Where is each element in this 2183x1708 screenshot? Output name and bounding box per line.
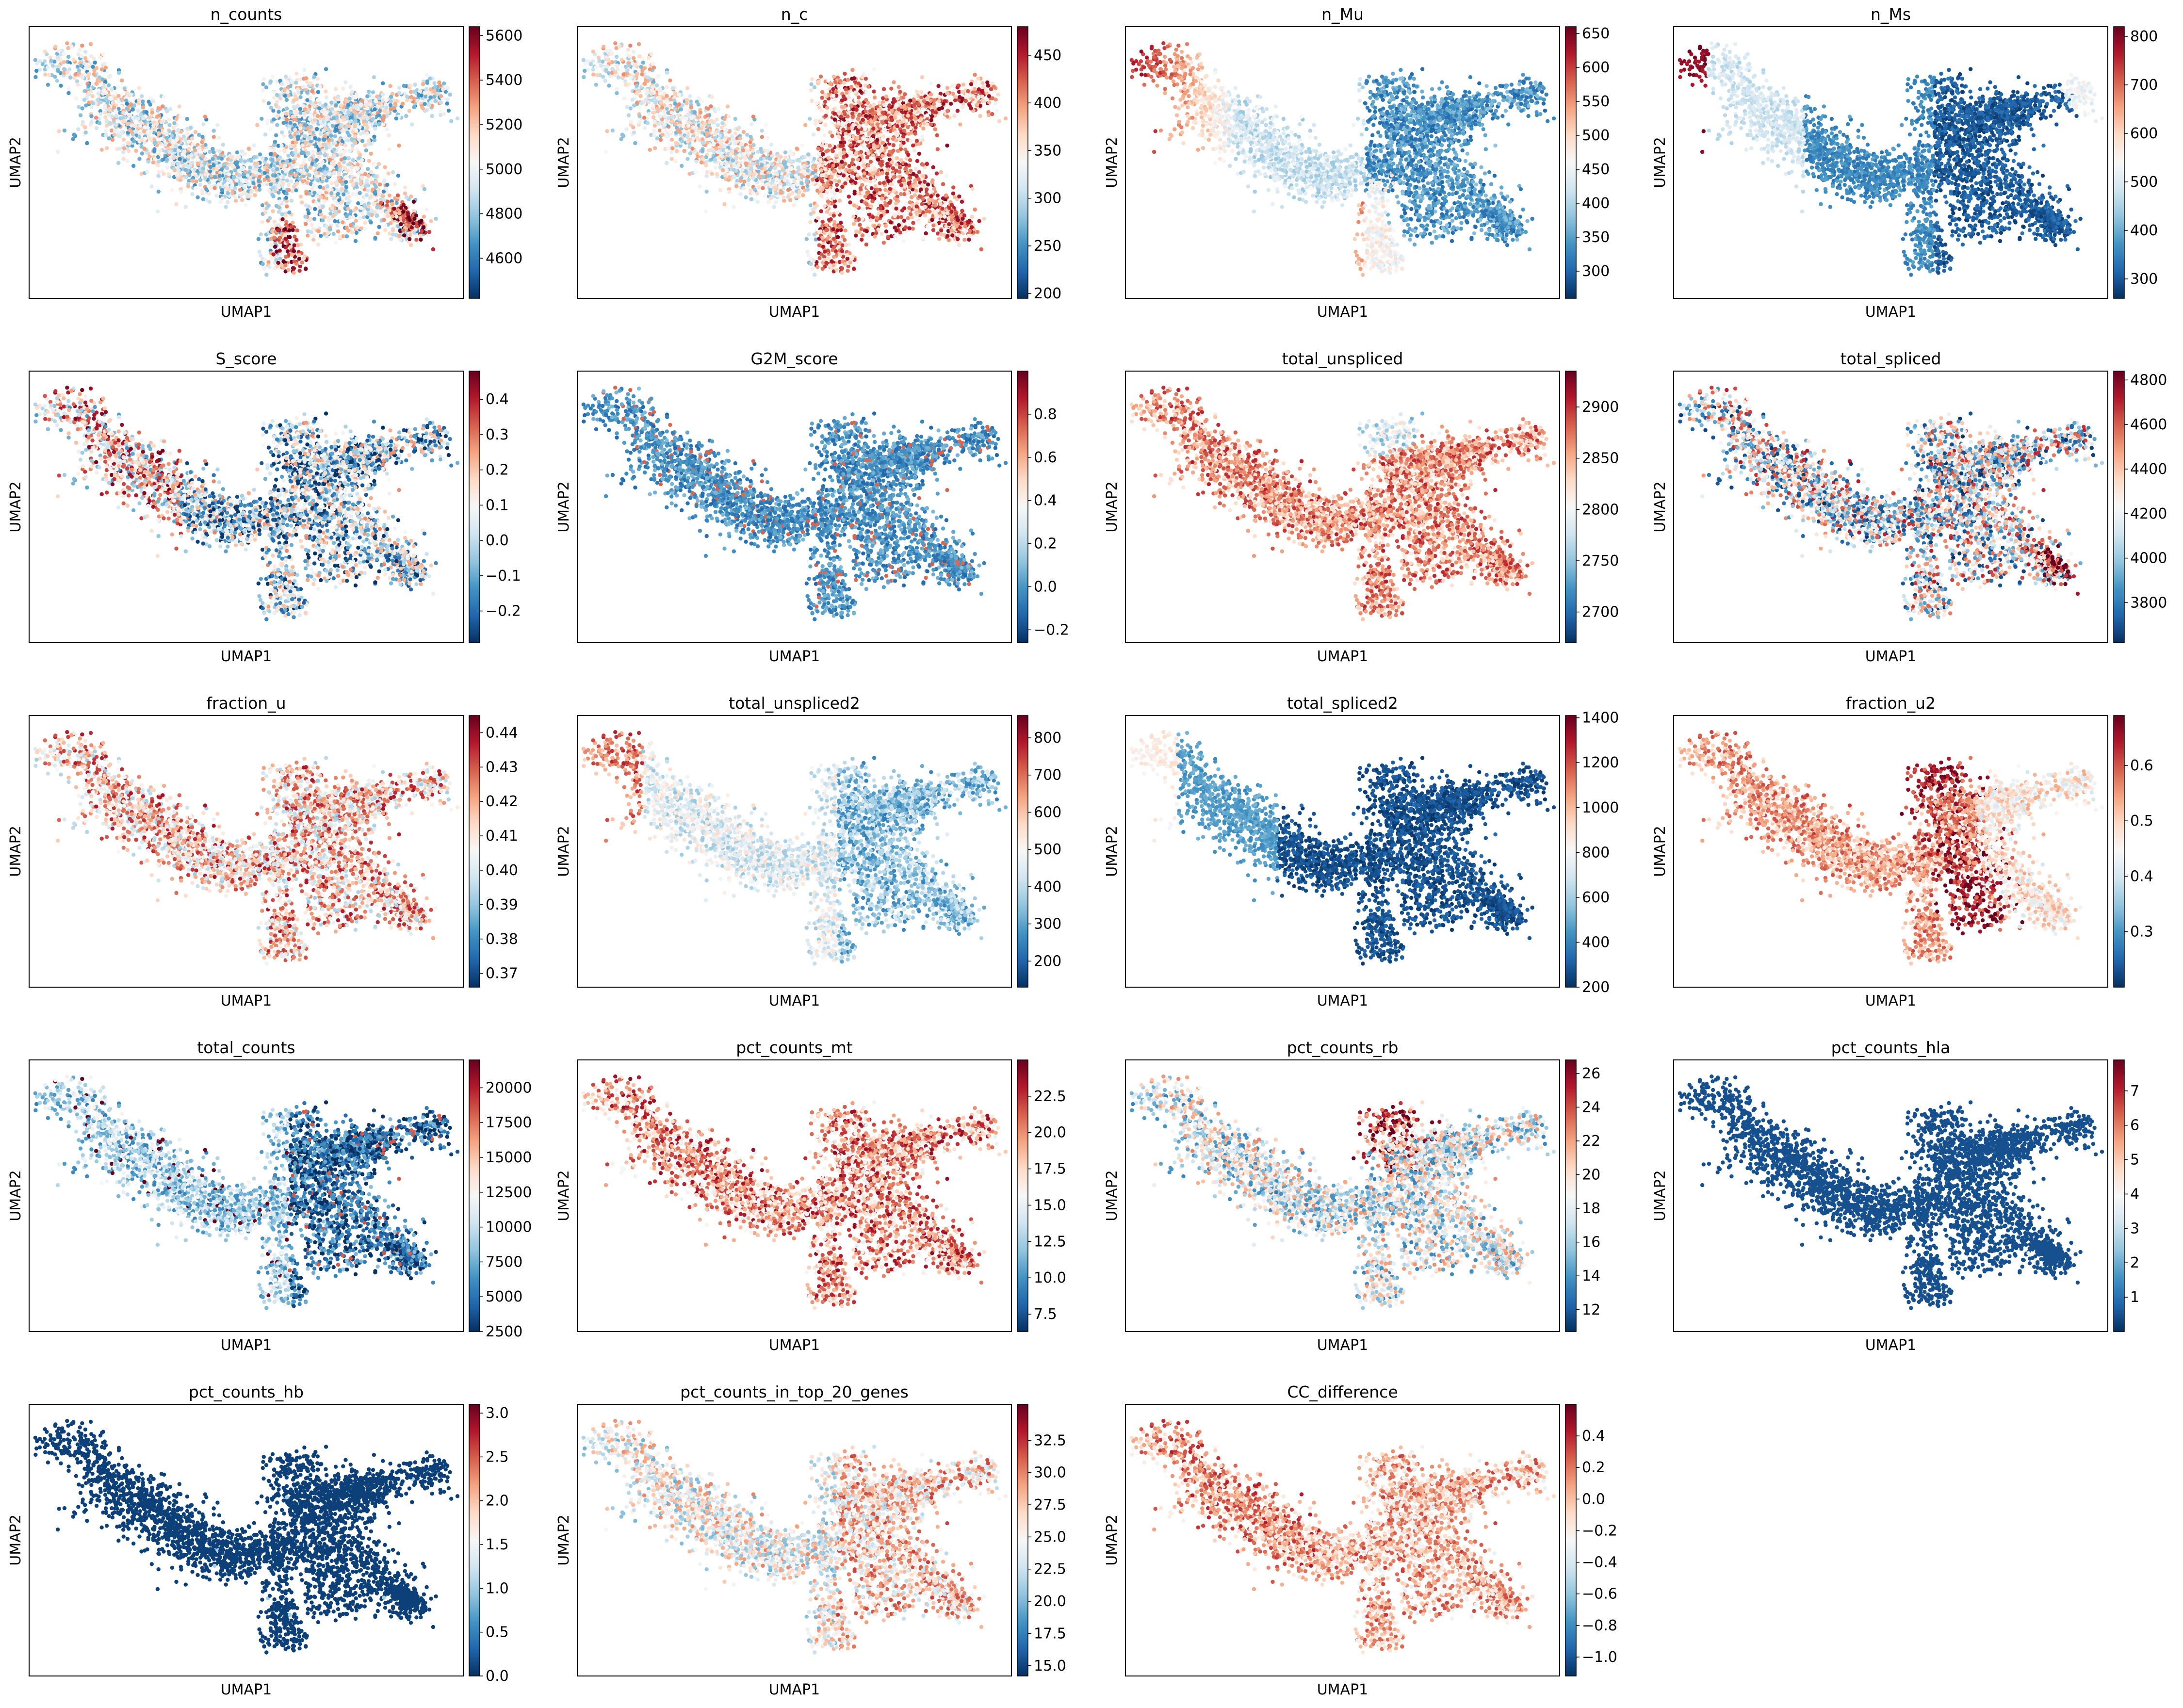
scatter-point xyxy=(117,71,121,75)
scatter-point xyxy=(89,42,93,46)
scatter-point xyxy=(66,87,70,91)
scatter-point xyxy=(77,68,81,72)
scatter-point xyxy=(49,59,53,63)
scatter-point xyxy=(65,41,69,45)
scatter-point xyxy=(136,109,140,113)
scatter-point xyxy=(47,73,51,77)
scatter-point xyxy=(59,84,63,88)
scatter-point xyxy=(89,105,93,109)
scatter-point xyxy=(217,136,221,140)
scatter-point xyxy=(137,86,141,90)
scatter-point xyxy=(103,115,107,119)
scatter-point xyxy=(84,103,88,107)
scatter-point xyxy=(117,85,121,89)
scatter-point xyxy=(33,75,37,79)
scatter-point xyxy=(87,72,91,76)
scatter-point xyxy=(178,104,181,108)
scatter-point xyxy=(107,83,111,87)
scatter-point xyxy=(191,142,195,146)
scatter-point xyxy=(198,178,202,182)
scatter-point xyxy=(46,83,50,87)
scatter-point xyxy=(108,74,112,78)
scatter-point xyxy=(87,91,91,95)
scatter-point xyxy=(123,86,127,90)
scatter-point xyxy=(77,105,81,109)
scatter-point xyxy=(195,195,199,199)
scatter-point xyxy=(167,123,171,127)
scatter-point xyxy=(58,58,62,62)
scatter-point xyxy=(67,64,71,67)
scatter-point xyxy=(185,117,189,121)
scatter-point xyxy=(80,54,83,58)
scatter-point xyxy=(92,72,96,76)
scatter-point xyxy=(186,184,190,188)
scatter-point xyxy=(74,97,78,100)
scatter-point xyxy=(68,76,72,80)
scatter-point xyxy=(53,45,57,49)
scatter-point xyxy=(120,79,124,82)
scatter-point xyxy=(92,68,96,72)
scatter-point xyxy=(172,121,176,125)
scatter-point xyxy=(151,99,155,103)
scatter-point xyxy=(116,94,120,98)
scatter-point xyxy=(55,79,59,82)
scatter-point xyxy=(114,97,117,100)
scatter-point xyxy=(90,94,94,98)
scatter-point xyxy=(83,50,87,54)
scatter-point xyxy=(34,69,38,73)
scatter-point xyxy=(81,106,84,110)
scatter-point xyxy=(100,67,104,71)
scatter-point xyxy=(103,62,107,66)
scatter-point xyxy=(85,63,89,66)
scatter-point xyxy=(179,114,182,118)
scatter-point xyxy=(43,73,47,77)
scatter-point xyxy=(82,98,86,102)
scatter-point xyxy=(65,70,69,74)
scatter-point xyxy=(81,76,84,80)
scatter-point xyxy=(43,49,47,53)
scatter-point xyxy=(66,55,70,59)
panel-title: n_counts xyxy=(211,5,282,24)
scatter-point xyxy=(91,101,95,105)
scatter-point xyxy=(57,49,61,53)
scatter-point xyxy=(98,75,101,79)
scatter-point xyxy=(91,65,95,69)
scatter-point xyxy=(97,88,100,92)
scatter-point xyxy=(163,143,167,146)
scatter-point xyxy=(78,48,82,51)
scatter-point xyxy=(80,44,84,48)
scatter-point xyxy=(51,64,55,67)
scatter-point xyxy=(69,44,73,48)
scatter-point xyxy=(109,97,113,100)
scatter-point xyxy=(148,102,152,106)
scatter-point xyxy=(62,52,65,56)
scatter-point xyxy=(73,72,77,76)
scatter-point xyxy=(35,62,39,65)
scatter-point xyxy=(75,79,79,83)
scatter-point xyxy=(185,131,189,135)
scatter-point xyxy=(208,150,212,154)
scatter-point xyxy=(83,66,87,70)
scatter-point xyxy=(162,95,166,99)
scatter-point xyxy=(98,56,102,60)
scatter-point xyxy=(62,60,66,64)
scatter-point xyxy=(104,65,108,69)
scatter-point xyxy=(83,56,87,60)
scatter-point xyxy=(53,75,57,79)
scatter-point xyxy=(134,130,138,133)
scatter-point xyxy=(110,87,114,91)
scatter-point xyxy=(122,138,126,142)
scatter-point xyxy=(141,99,145,103)
scatter-point xyxy=(194,179,198,183)
scatter-points xyxy=(33,41,460,277)
scatter-point xyxy=(95,81,98,85)
scatter-point xyxy=(46,65,49,69)
scatter-point xyxy=(66,91,70,95)
scatter-point xyxy=(212,179,216,183)
scatter-point xyxy=(101,52,105,56)
scatter-point xyxy=(76,83,80,87)
scatter-point xyxy=(89,54,93,58)
panel-n-counts: n_countsUMAP1UMAP24600480050005200540056… xyxy=(7,5,522,321)
